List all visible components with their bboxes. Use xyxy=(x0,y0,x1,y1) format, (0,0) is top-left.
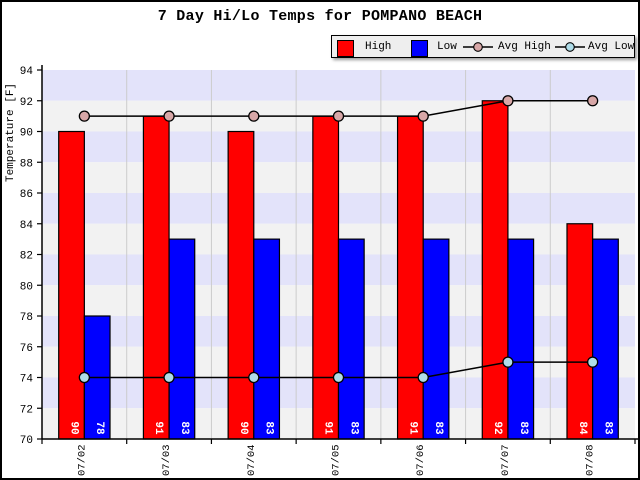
svg-text:74: 74 xyxy=(20,374,34,386)
svg-text:86: 86 xyxy=(20,189,33,201)
svg-text:70: 70 xyxy=(20,435,33,447)
svg-text:07/02: 07/02 xyxy=(76,444,88,476)
svg-text:91: 91 xyxy=(152,421,164,435)
svg-text:84: 84 xyxy=(20,220,34,232)
svg-text:80: 80 xyxy=(20,281,33,293)
svg-text:91: 91 xyxy=(406,421,418,435)
svg-text:90: 90 xyxy=(237,421,249,434)
svg-text:83: 83 xyxy=(517,421,529,435)
svg-text:91: 91 xyxy=(322,421,334,435)
svg-text:90: 90 xyxy=(68,421,80,434)
svg-text:83: 83 xyxy=(601,421,613,435)
svg-text:82: 82 xyxy=(20,251,33,263)
svg-text:84: 84 xyxy=(576,421,588,435)
svg-text:88: 88 xyxy=(20,158,33,170)
svg-text:83: 83 xyxy=(178,421,190,435)
svg-text:07/07: 07/07 xyxy=(500,444,512,476)
svg-text:07/08: 07/08 xyxy=(585,444,597,476)
svg-text:83: 83 xyxy=(432,421,444,435)
svg-text:78: 78 xyxy=(93,421,105,435)
svg-text:92: 92 xyxy=(491,421,503,434)
svg-text:90: 90 xyxy=(20,128,33,140)
svg-text:07/05: 07/05 xyxy=(331,444,343,476)
svg-text:78: 78 xyxy=(20,312,33,324)
svg-text:76: 76 xyxy=(20,343,33,355)
svg-text:83: 83 xyxy=(347,421,359,435)
svg-text:72: 72 xyxy=(20,404,33,416)
svg-text:83: 83 xyxy=(263,421,275,435)
svg-text:07/03: 07/03 xyxy=(161,444,173,476)
svg-text:94: 94 xyxy=(20,66,34,78)
svg-text:07/04: 07/04 xyxy=(246,444,258,476)
svg-text:92: 92 xyxy=(20,97,33,109)
svg-text:07/06: 07/06 xyxy=(415,444,427,476)
